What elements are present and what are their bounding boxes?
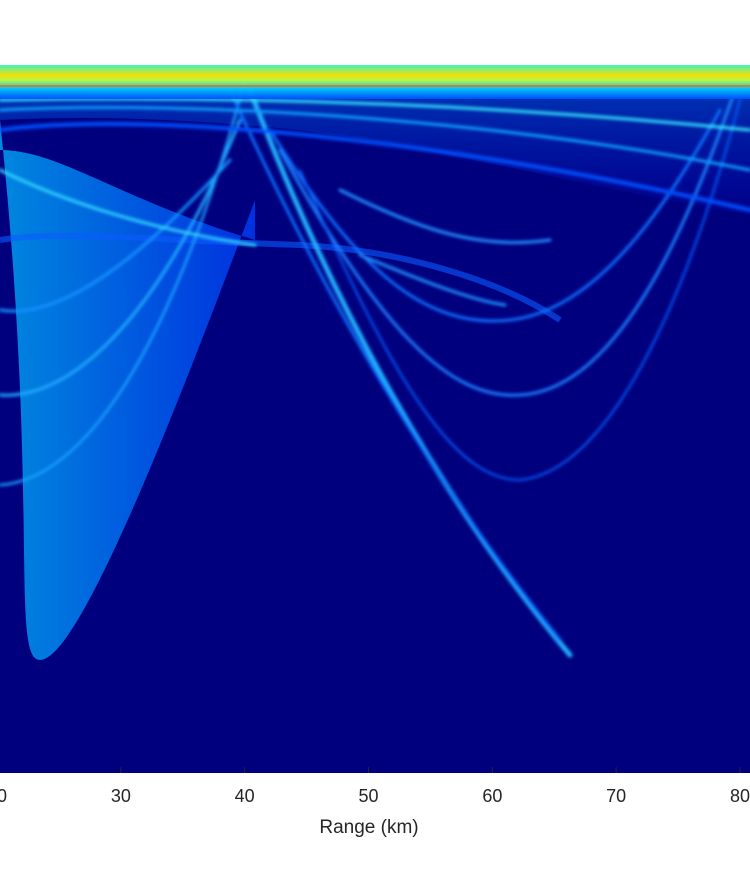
x-axis-label: Range (km) (319, 817, 418, 838)
x-tick-label: 40 (235, 786, 255, 806)
x-tick-label: 50 (358, 786, 378, 806)
x-tick-label: 20 (0, 786, 7, 806)
x-tick-label: 30 (111, 786, 131, 806)
x-tick-label: 70 (606, 786, 626, 806)
x-tick-label: 80 (730, 786, 750, 806)
x-axis: 20 30 40 50 60 70 80 (0, 767, 750, 806)
x-tick-label: 60 (482, 786, 502, 806)
heatmap-field (0, 65, 750, 773)
